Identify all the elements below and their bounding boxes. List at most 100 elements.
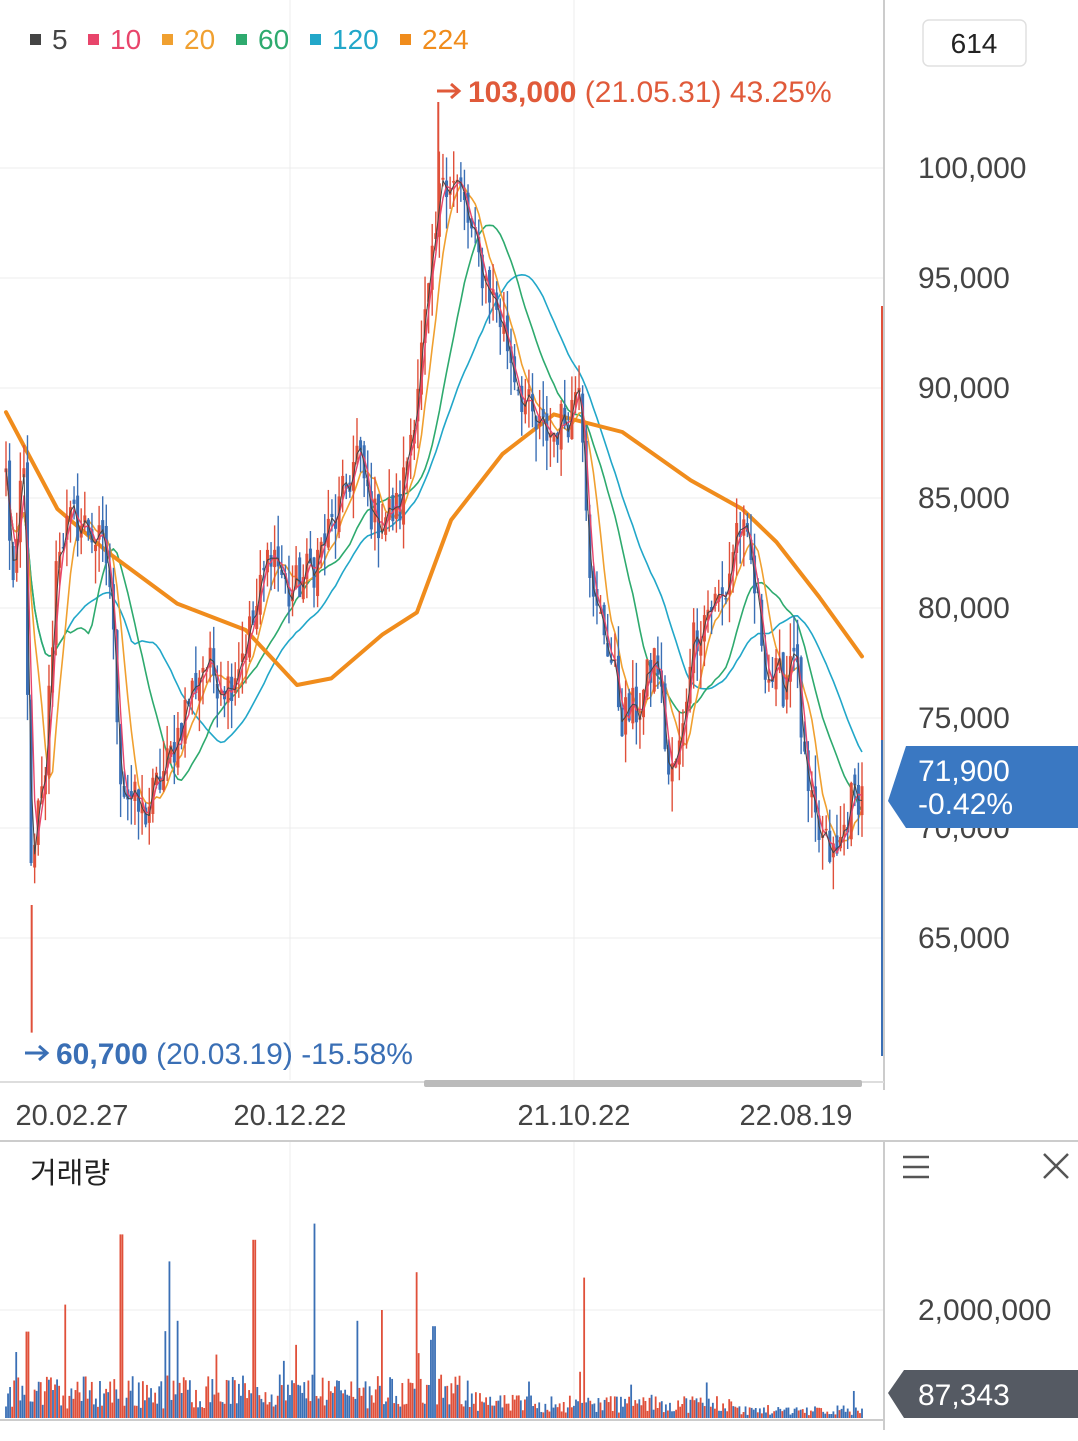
- x-tick-label: 21.10.22: [518, 1100, 631, 1132]
- volume-bar: [620, 1396, 622, 1418]
- volume-bar: [56, 1379, 58, 1418]
- volume-bar: [521, 1410, 524, 1418]
- volume-bar: [366, 1408, 369, 1418]
- candle-body: [548, 433, 552, 438]
- volume-bar: [17, 1377, 20, 1418]
- volume-bar: [97, 1406, 99, 1418]
- high-arrow-icon: [437, 82, 462, 100]
- ma-60-line: [5, 224, 863, 812]
- volume-bar: [568, 1395, 571, 1418]
- volume-bar: [857, 1410, 859, 1418]
- volume-bar: [299, 1385, 302, 1418]
- volume-bar: [456, 1384, 459, 1418]
- volume-bar: [468, 1407, 471, 1418]
- volume-bar: [342, 1393, 344, 1418]
- volume-bar: [807, 1415, 810, 1418]
- volume-bar: [487, 1404, 490, 1418]
- bar-count-badge[interactable]: [922, 19, 1027, 67]
- volume-bar: [203, 1407, 206, 1418]
- volume-bar: [213, 1394, 216, 1418]
- volume-bar: [311, 1374, 314, 1418]
- y-tick-label: 75,000: [918, 702, 1010, 735]
- volume-bar: [158, 1386, 161, 1418]
- volume-bar: [820, 1408, 823, 1418]
- volume-bar: [33, 1389, 36, 1418]
- candle-body: [219, 690, 223, 694]
- candle-body: [355, 445, 359, 460]
- volume-bar: [517, 1395, 520, 1418]
- volume-bar: [701, 1402, 704, 1418]
- volume-bar: [605, 1397, 608, 1418]
- volume-bar: [564, 1412, 567, 1418]
- volume-bar: [340, 1390, 342, 1418]
- volume-bar: [611, 1410, 614, 1418]
- volume-bar: [718, 1410, 720, 1418]
- volume-bar: [37, 1381, 40, 1418]
- candle-body: [853, 774, 857, 786]
- volume-bar: [434, 1326, 436, 1418]
- candle-body: [484, 276, 488, 281]
- volume-bar: [836, 1405, 839, 1418]
- volume-bar: [703, 1406, 706, 1418]
- volume-bar: [842, 1405, 845, 1418]
- candle-body: [362, 445, 366, 479]
- high-marker-label: 103,000 (21.05.31) 43.25%: [468, 76, 832, 109]
- volume-bar: [542, 1412, 545, 1418]
- volume-bar: [707, 1398, 710, 1418]
- volume-bar: [315, 1395, 318, 1418]
- volume-bar: [303, 1382, 306, 1418]
- volume-bar: [818, 1407, 820, 1418]
- volume-bar: [207, 1376, 210, 1418]
- candle-body: [258, 574, 262, 615]
- candle-body: [656, 655, 660, 675]
- volume-bar: [107, 1392, 110, 1418]
- volume-bar: [534, 1403, 537, 1418]
- hamburger-icon[interactable]: [903, 1155, 929, 1179]
- volume-bar: [74, 1390, 77, 1418]
- candle-body: [251, 610, 255, 623]
- volume-bar: [636, 1403, 639, 1418]
- volume-bar: [575, 1399, 577, 1418]
- volume-bar: [495, 1400, 498, 1418]
- candle-body: [179, 723, 183, 741]
- candle-body: [301, 577, 305, 600]
- candle-body: [165, 748, 169, 768]
- volume-bar: [505, 1403, 508, 1418]
- volume-bar: [795, 1407, 798, 1418]
- candle-body: [520, 385, 524, 412]
- scroll-thumb[interactable]: [424, 1080, 862, 1087]
- candle-body: [860, 786, 864, 816]
- volume-bar: [356, 1320, 359, 1418]
- volume-bar: [150, 1388, 152, 1418]
- volume-bar: [750, 1407, 753, 1418]
- volume-bar: [797, 1410, 800, 1418]
- volume-bar: [225, 1379, 228, 1418]
- volume-bar: [464, 1400, 467, 1418]
- volume-bar: [235, 1403, 238, 1418]
- legend-swatch-224: [400, 34, 411, 45]
- volume-bar: [90, 1381, 93, 1418]
- volume-bar: [301, 1392, 304, 1418]
- volume-bar: [78, 1392, 81, 1418]
- volume-bar: [248, 1390, 251, 1418]
- volume-bar: [364, 1381, 367, 1418]
- volume-bar: [781, 1411, 784, 1418]
- close-icon[interactable]: [1043, 1153, 1069, 1179]
- volume-bar: [268, 1402, 271, 1418]
- volume-bar: [544, 1403, 547, 1418]
- volume-bar: [246, 1398, 248, 1418]
- volume-bar: [381, 1310, 383, 1418]
- volume-bar: [767, 1405, 769, 1418]
- volume-bar: [699, 1397, 702, 1418]
- volume-bar: [348, 1395, 351, 1418]
- volume-bar: [848, 1411, 851, 1418]
- ma-20-line: [5, 184, 863, 844]
- volume-bar: [477, 1410, 479, 1418]
- volume-bar: [854, 1407, 857, 1418]
- volume-bar: [810, 1410, 812, 1418]
- volume-bar: [562, 1402, 565, 1418]
- candle-body: [545, 413, 549, 441]
- volume-bar: [297, 1384, 300, 1418]
- volume-bar: [664, 1404, 667, 1418]
